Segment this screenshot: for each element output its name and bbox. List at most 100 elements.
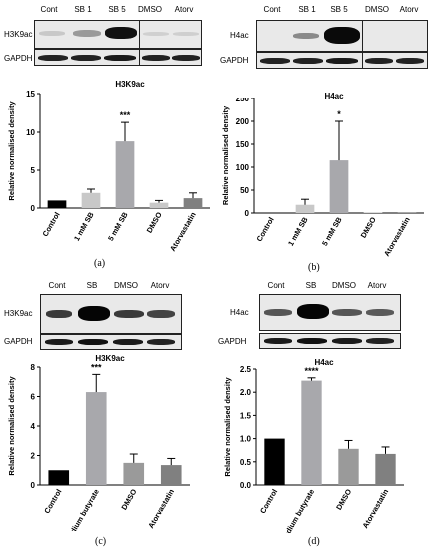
lane-label: DMSO	[365, 5, 389, 14]
bar	[115, 141, 135, 208]
blot-band	[326, 58, 358, 64]
y-tick-label: 2	[31, 452, 36, 461]
x-tick-label: DMSO	[334, 487, 353, 511]
significance-label: *	[337, 109, 341, 119]
bar	[160, 465, 182, 485]
bar-chart-d: 0.0 0.5 1.0 1.5 2.0 2.5 Relative normalised de…	[223, 365, 404, 533]
blot-band	[38, 55, 68, 61]
western-blot-gapdh	[259, 333, 401, 349]
lane-label: Cont	[40, 5, 58, 14]
lane-label: SB 5	[330, 5, 348, 14]
chart-title: H3K9ac	[115, 80, 145, 89]
lane-label: DMSO	[138, 5, 162, 14]
western-blot-gapdh	[256, 52, 428, 69]
x-tick-label: Atorvastatin	[146, 487, 176, 530]
blot-row-label: H4ac	[230, 308, 249, 317]
lane-label: Cont	[267, 281, 285, 290]
bar	[48, 470, 70, 485]
blot-band	[78, 306, 110, 321]
western-blot-top	[259, 294, 401, 331]
blot-row-label: GAPDH	[220, 56, 249, 65]
bar	[47, 200, 67, 208]
blot-band	[293, 58, 323, 64]
bar	[397, 212, 417, 213]
y-tick-label: 150	[236, 140, 250, 149]
blot-band	[46, 310, 72, 318]
y-tick-label: 250	[236, 98, 250, 103]
blot-divider	[362, 21, 363, 51]
blot-band	[332, 338, 362, 344]
blot-band	[324, 27, 360, 44]
western-blot-gapdh	[40, 334, 182, 350]
y-tick-label: 0	[245, 209, 250, 218]
blot-band	[264, 309, 292, 316]
lane-label: SB 5	[108, 5, 126, 14]
x-tick-label: Atorvastatin	[382, 215, 412, 258]
blot-row-label: GAPDH	[4, 337, 33, 346]
y-tick-label: 0.5	[240, 458, 252, 467]
significance-label: ***	[91, 362, 102, 372]
x-tick-label: Control	[42, 488, 63, 516]
blot-band	[105, 27, 137, 39]
blot-divider	[139, 50, 140, 65]
y-tick-label: 0.0	[240, 481, 252, 490]
blot-row-label: GAPDH	[4, 54, 33, 63]
significance-label: ****	[304, 366, 319, 376]
y-axis-label: Relative normalised density	[7, 101, 16, 201]
blot-row-label: H3K9ac	[4, 309, 33, 318]
lane-label: SB	[305, 281, 317, 290]
y-axis-label: Relative normalised density	[7, 376, 16, 476]
blot-band	[147, 339, 175, 345]
lane-label: Atorv	[174, 5, 194, 14]
x-tick-label: DMSO	[119, 487, 138, 511]
bar	[295, 204, 315, 213]
bar	[123, 462, 145, 485]
y-axis-label: Relative normalised density	[223, 377, 232, 477]
panel-a: Cont SB 1 SB 5 DMSO Atorv H3K9ac GAPDH H…	[0, 0, 214, 275]
lane-label: SB 1	[298, 5, 316, 14]
blot-band	[293, 33, 319, 39]
blot-band	[142, 55, 170, 61]
blot-band	[114, 310, 144, 318]
lane-label: Cont	[263, 5, 281, 14]
panel-b: Cont SB 1 SB 5 DMSO Atorv H4ac GAPDH H4a…	[214, 0, 428, 275]
bar	[329, 160, 349, 213]
y-tick-label: 50	[240, 186, 249, 195]
western-blot-top	[256, 20, 428, 52]
x-tick-label: DMSO	[145, 210, 164, 234]
y-tick-label: 0	[31, 204, 36, 213]
bar-chart-c: 0 2 4 6 8 Relative normalised density Control *…	[7, 362, 190, 531]
blot-band	[39, 31, 65, 36]
blot-band	[297, 338, 327, 344]
panel-c: Cont SB DMSO Atorv H3K9ac GAPDH H3K9ac 0…	[0, 275, 214, 550]
bar-chart-b: 0 50 100 150 200 250 Relative normalised densi…	[221, 98, 424, 258]
y-tick-label: 2.0	[240, 388, 252, 397]
chart-title: H4ac	[314, 358, 334, 367]
western-blot-gapdh	[34, 49, 202, 66]
blot-row-label: GAPDH	[218, 337, 247, 346]
western-blot-top	[34, 20, 202, 49]
blot-row-label: H4ac	[230, 31, 249, 40]
lane-label: DMSO	[332, 281, 356, 290]
y-tick-label: 2.5	[240, 365, 252, 374]
blot-band	[365, 58, 393, 64]
bar	[85, 392, 107, 485]
chart-title: H4ac	[324, 92, 344, 101]
blot-band	[332, 309, 362, 316]
blot-band	[172, 55, 200, 61]
x-tick-label: Atorvastatin	[361, 487, 391, 530]
bar-chart-a: 0 5 10 15 Relative normalised density Control…	[7, 90, 210, 253]
blot-band	[45, 339, 73, 345]
blot-band	[297, 304, 329, 319]
western-blot-top	[40, 294, 182, 334]
x-tick-label: Atorvastatin	[168, 210, 198, 253]
y-tick-label: 10	[26, 128, 35, 137]
panel-letter: (a)	[94, 258, 106, 269]
bar	[264, 438, 285, 485]
lane-label: SB 1	[74, 5, 92, 14]
blot-band	[366, 338, 394, 344]
y-tick-label: 15	[26, 90, 35, 99]
blot-band	[78, 339, 108, 345]
y-tick-label: 200	[236, 117, 250, 126]
y-axis-label: Relative normalised density	[221, 105, 230, 205]
